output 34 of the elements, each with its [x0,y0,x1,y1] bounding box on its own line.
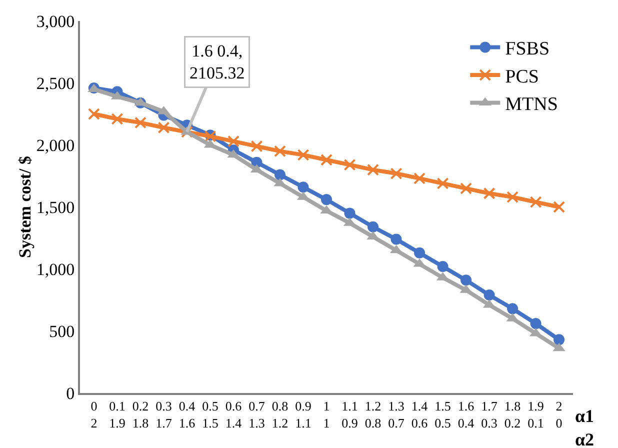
legend-label: MTNS [505,94,558,116]
x-tick-label: 0.8 1.2 [272,398,288,430]
x-tick-label: 1 1 [323,398,330,430]
x-tick-label: 1.2 0.8 [364,398,382,430]
y-tick-label: 1,000 [36,260,75,279]
y-tick-label: 500 [49,322,75,341]
x-tick-label: 0.1 1.9 [109,398,126,430]
x-tick-label: 1.4 0.6 [411,398,428,430]
x-tick-label: 0.5 1.5 [202,398,218,430]
x-tick-label: 1.1 0.9 [342,398,358,430]
x-tick-label: 0.6 1.4 [225,398,242,430]
y-tick-label: 0 [66,384,75,403]
x-tick-label: 2 0 [556,398,562,430]
y-tick-label: 2,000 [36,136,75,155]
y-axis-title: System cost/ $ [15,156,34,258]
x-tick-label: 0.2 1.8 [132,398,149,430]
y-tick-label: 3,000 [36,12,75,31]
x-tick-label: 0 2 [90,398,98,430]
x-tick-label: 1.7 0.3 [481,398,498,430]
x-tick-label: 1.8 0.2 [504,398,521,430]
x-tick-label: 0.9 1.1 [295,398,312,430]
x-tick-label: 1.9 0.1 [528,398,544,430]
annotation: 1.6 0.4, 2105.32 [190,42,245,83]
x-tick-label: 1.3 0.7 [388,398,405,430]
x-axis-title: α1 α2 [575,406,594,448]
x-tick-label: 0.3 1.7 [156,398,172,430]
y-tick-label: 1,500 [36,198,75,217]
legend-label: FSBS [505,38,550,60]
x-tick-label: 0.7 1.3 [248,398,266,430]
x-tick-label: 0.4 1.6 [178,398,196,430]
legend-label: PCS [505,66,539,88]
x-tick-label: 1.6 0.4 [458,398,475,430]
y-tick-label: 2,500 [36,74,75,93]
x-tick-label: 1.5 0.5 [434,398,451,430]
